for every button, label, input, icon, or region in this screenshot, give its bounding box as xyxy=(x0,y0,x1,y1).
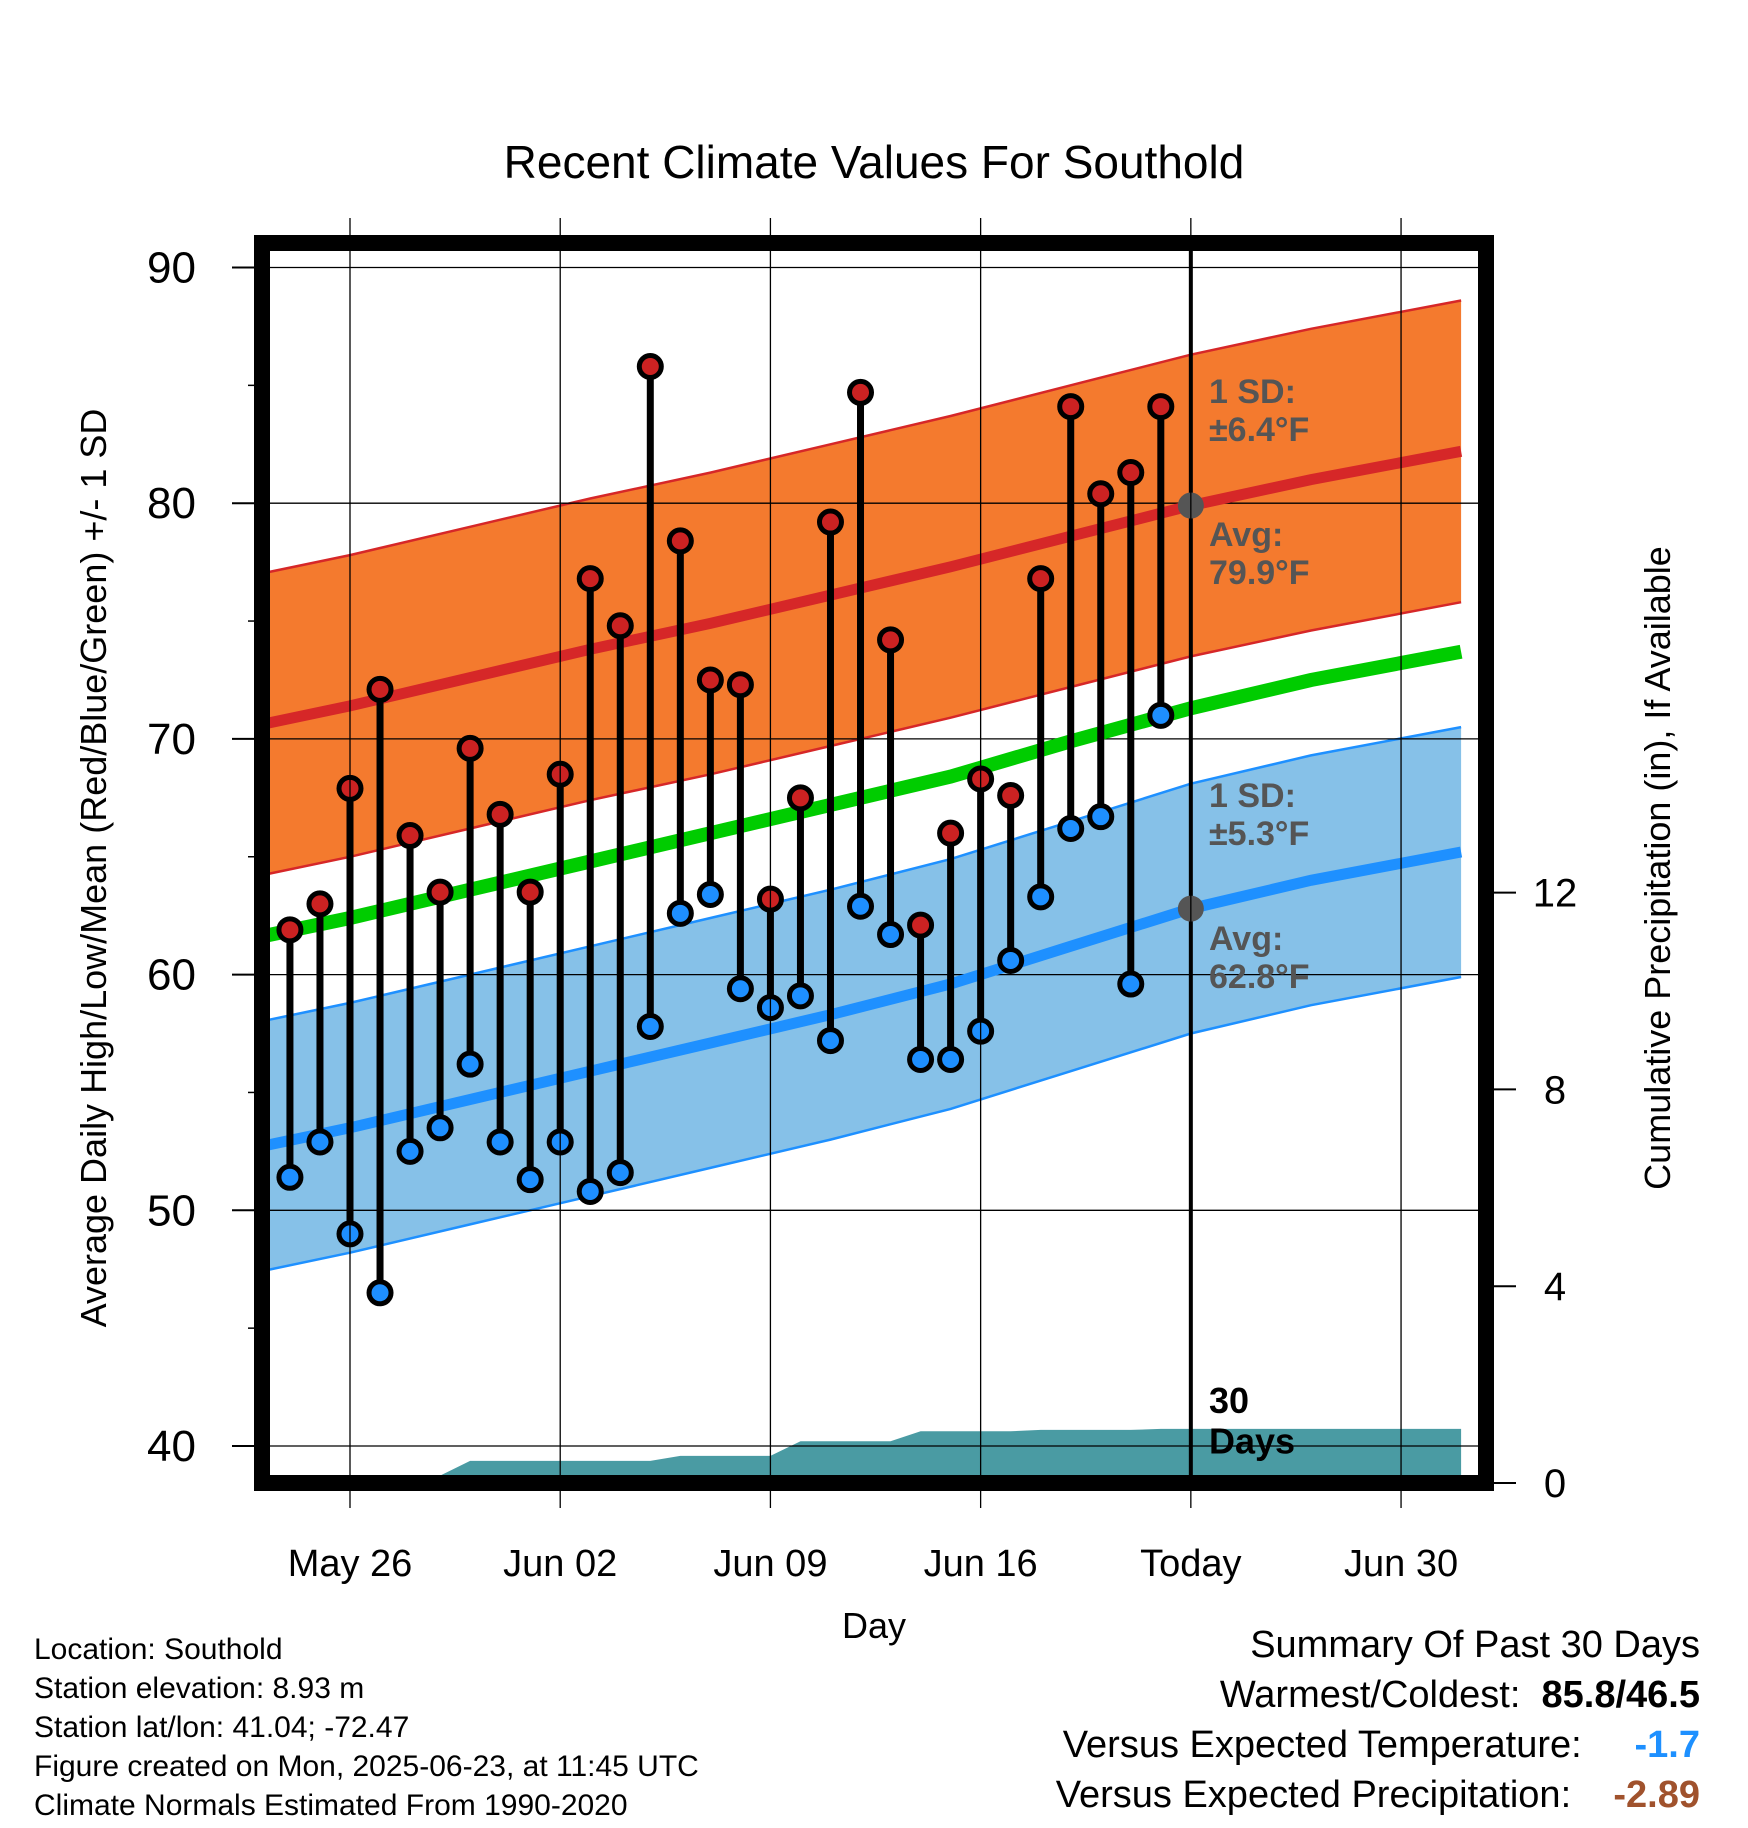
low-point xyxy=(816,1027,844,1055)
low-point xyxy=(907,1045,935,1073)
low-point xyxy=(456,1050,484,1078)
summary-warmest-value: 85.8/46.5 xyxy=(1541,1674,1700,1716)
high-point xyxy=(847,378,875,406)
plot-frame xyxy=(254,235,1494,1491)
low-point xyxy=(847,892,875,920)
high-point xyxy=(696,666,724,694)
x-tick-label: Jun 30 xyxy=(1344,1543,1458,1585)
info-created: Figure created on Mon, 2025-06-23, at 11… xyxy=(34,1750,699,1783)
summary-warmest-label: Warmest/Coldest: xyxy=(1219,1674,1521,1716)
low-point xyxy=(306,1128,334,1156)
low-point xyxy=(396,1137,424,1165)
window-annotation: 30 Days xyxy=(1209,1380,1295,1461)
high-sd-annotation: 1 SD: ±6.4°F xyxy=(1209,373,1309,449)
x-axis-label: Day xyxy=(842,1605,906,1646)
x-tick-label: Jun 16 xyxy=(924,1543,1038,1585)
plot-area: 1 SD: ±6.4°F Avg: 79.9°F 1 SD: ±5.3°F Avg: 62.8… xyxy=(262,243,1486,1483)
summary-temp: Versus Expected Temperature: -1.7 xyxy=(1063,1724,1700,1767)
low-point xyxy=(726,975,754,1003)
y-tick-label: 80 xyxy=(147,479,196,528)
info-latlon: Station lat/lon: 41.04; -72.47 xyxy=(34,1711,410,1744)
high-point xyxy=(666,527,694,555)
low-point xyxy=(786,982,814,1010)
y2-tick-label: 4 xyxy=(1544,1265,1566,1309)
low-point xyxy=(1117,970,1145,998)
low-point xyxy=(1147,701,1175,729)
high-point xyxy=(997,781,1025,809)
high-point xyxy=(1087,480,1115,508)
summary-precip-label: Versus Expected Precipitation: xyxy=(1055,1774,1572,1816)
x-tick-label: Jun 02 xyxy=(503,1543,617,1585)
low-point xyxy=(1087,803,1115,831)
summary-precip: Versus Expected Precipitation: -2.89 xyxy=(1056,1774,1700,1817)
high-point xyxy=(306,890,334,918)
high-point xyxy=(937,819,965,847)
high-point xyxy=(576,565,604,593)
summary-temp-label: Versus Expected Temperature: xyxy=(1062,1724,1582,1766)
high-point xyxy=(1147,393,1175,421)
high-point xyxy=(786,784,814,812)
low-point xyxy=(997,946,1025,974)
high-avg-annotation: Avg: 79.9°F xyxy=(1209,516,1310,592)
low-point xyxy=(426,1114,454,1142)
high-point xyxy=(276,916,304,944)
axes: 40 50 60 70 80 90 0 4 8 12 May 26 Jun 02 Jun 09 Jun 1… xyxy=(147,218,1577,1585)
high-point xyxy=(426,878,454,906)
y2-tick-label: 8 xyxy=(1544,1068,1566,1112)
summary-warmest: Warmest/Coldest: 85.8/46.5 xyxy=(1220,1674,1700,1717)
y-tick-label: 40 xyxy=(147,1422,196,1471)
y2-axis-label: Cumulative Precipitation (in), If Availa… xyxy=(1637,546,1678,1190)
info-normals: Climate Normals Estimated From 1990-2020 xyxy=(34,1789,628,1822)
y-axis-label: Average Daily High/Low/Mean (Red/Blue/Gr… xyxy=(73,409,114,1328)
high-point xyxy=(1117,459,1145,487)
high-point xyxy=(366,675,394,703)
low-point xyxy=(276,1163,304,1191)
low-point xyxy=(636,1012,664,1040)
low-point xyxy=(576,1177,604,1205)
y-tick-label: 70 xyxy=(147,715,196,764)
high-point xyxy=(516,878,544,906)
low-point xyxy=(366,1279,394,1307)
low-point xyxy=(937,1045,965,1073)
low-sd-annotation: 1 SD: ±5.3°F xyxy=(1209,777,1309,853)
low-point xyxy=(1027,883,1055,911)
high-band-upper-edge xyxy=(262,299,1462,575)
high-point xyxy=(726,671,754,699)
high-point xyxy=(907,911,935,939)
high-point xyxy=(456,734,484,762)
low-point xyxy=(696,880,724,908)
info-location: Location: Southold xyxy=(34,1633,283,1666)
summary-heading: Summary Of Past 30 Days xyxy=(1250,1624,1700,1666)
high-point xyxy=(816,508,844,536)
low-point xyxy=(877,921,905,949)
high-point xyxy=(1057,393,1085,421)
high-point xyxy=(486,800,514,828)
x-tick-label: Jun 09 xyxy=(713,1543,827,1585)
low-point xyxy=(486,1128,514,1156)
high-point xyxy=(396,822,424,850)
precip-area xyxy=(262,1428,1462,1483)
summary-precip-value: -2.89 xyxy=(1613,1774,1700,1816)
low-avg-annotation: Avg: 62.8°F xyxy=(1209,920,1310,996)
low-point xyxy=(666,899,694,927)
summary-temp-value: -1.7 xyxy=(1634,1724,1700,1766)
low-point xyxy=(606,1159,634,1187)
chart-title: Recent Climate Values For Southold xyxy=(504,136,1245,188)
high-point xyxy=(1027,565,1055,593)
high-point xyxy=(606,612,634,640)
y2-tick-label: 0 xyxy=(1544,1462,1566,1506)
y-tick-label: 90 xyxy=(147,244,196,293)
x-tick-label: May 26 xyxy=(288,1543,413,1585)
y2-tick-label: 12 xyxy=(1533,872,1578,916)
info-elevation: Station elevation: 8.93 m xyxy=(34,1672,365,1705)
high-point xyxy=(877,626,905,654)
x-tick-label: Today xyxy=(1140,1543,1241,1585)
y-tick-label: 50 xyxy=(147,1186,196,1235)
low-band-lower-edge xyxy=(262,975,1462,1273)
high-point xyxy=(636,352,664,380)
y-tick-label: 60 xyxy=(147,951,196,1000)
low-point xyxy=(516,1166,544,1194)
low-point xyxy=(1057,814,1085,842)
